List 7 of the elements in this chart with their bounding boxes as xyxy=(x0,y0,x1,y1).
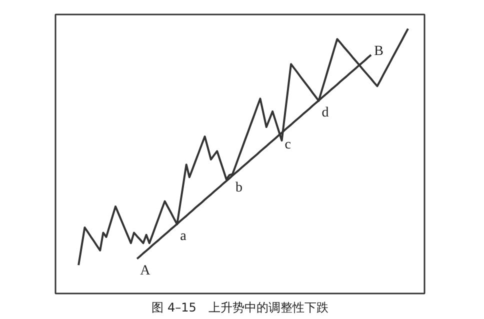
annotation: d xyxy=(322,106,329,121)
annotation: B xyxy=(374,44,384,59)
annotation: A xyxy=(140,264,152,279)
text: 图 4–15 上升势中的调整性下跌 xyxy=(152,300,328,314)
annotation: c xyxy=(284,138,291,153)
annotation: a xyxy=(180,228,188,244)
annotation: b xyxy=(236,180,243,196)
